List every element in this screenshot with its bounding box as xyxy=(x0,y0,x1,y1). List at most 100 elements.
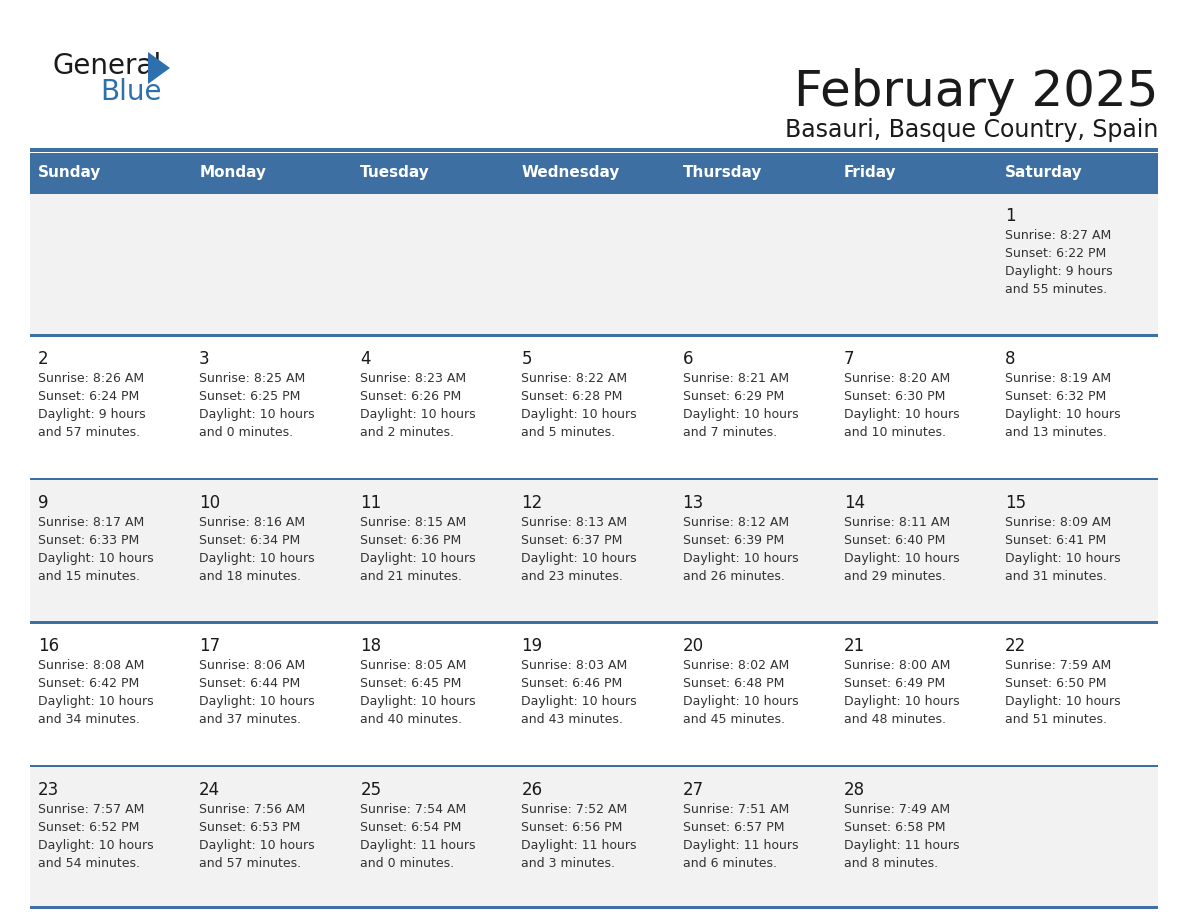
Text: Sunset: 6:57 PM: Sunset: 6:57 PM xyxy=(683,821,784,834)
Text: 20: 20 xyxy=(683,637,703,655)
Text: Daylight: 10 hours: Daylight: 10 hours xyxy=(38,695,153,708)
Bar xyxy=(30,334,1158,337)
Text: Sunrise: 8:03 AM: Sunrise: 8:03 AM xyxy=(522,659,627,672)
Text: Daylight: 11 hours: Daylight: 11 hours xyxy=(522,839,637,852)
Text: and 29 minutes.: and 29 minutes. xyxy=(843,570,946,583)
Text: and 54 minutes.: and 54 minutes. xyxy=(38,856,140,869)
Text: 15: 15 xyxy=(1005,494,1026,512)
Text: Daylight: 10 hours: Daylight: 10 hours xyxy=(360,552,476,565)
Bar xyxy=(30,191,1158,334)
Text: Daylight: 11 hours: Daylight: 11 hours xyxy=(843,839,959,852)
Text: Daylight: 10 hours: Daylight: 10 hours xyxy=(683,695,798,708)
Text: Sunset: 6:33 PM: Sunset: 6:33 PM xyxy=(38,533,139,547)
Text: Sunset: 6:44 PM: Sunset: 6:44 PM xyxy=(200,677,301,690)
Text: and 51 minutes.: and 51 minutes. xyxy=(1005,713,1107,726)
Text: Sunset: 6:41 PM: Sunset: 6:41 PM xyxy=(1005,533,1106,547)
Text: Sunrise: 8:09 AM: Sunrise: 8:09 AM xyxy=(1005,516,1111,529)
Text: Daylight: 10 hours: Daylight: 10 hours xyxy=(1005,409,1120,421)
Text: 27: 27 xyxy=(683,780,703,799)
Text: 4: 4 xyxy=(360,351,371,368)
Text: 1: 1 xyxy=(1005,207,1016,225)
Text: and 23 minutes.: and 23 minutes. xyxy=(522,570,624,583)
Text: Daylight: 10 hours: Daylight: 10 hours xyxy=(843,409,960,421)
Text: and 57 minutes.: and 57 minutes. xyxy=(200,856,302,869)
Text: 25: 25 xyxy=(360,780,381,799)
Text: 26: 26 xyxy=(522,780,543,799)
Text: Sunrise: 7:59 AM: Sunrise: 7:59 AM xyxy=(1005,659,1111,672)
Text: Daylight: 10 hours: Daylight: 10 hours xyxy=(360,695,476,708)
Text: and 15 minutes.: and 15 minutes. xyxy=(38,570,140,583)
Text: Daylight: 10 hours: Daylight: 10 hours xyxy=(200,552,315,565)
Text: Sunrise: 8:00 AM: Sunrise: 8:00 AM xyxy=(843,659,950,672)
Text: General: General xyxy=(52,52,162,80)
Text: Monday: Monday xyxy=(200,164,266,180)
Text: 16: 16 xyxy=(38,637,59,655)
Text: February 2025: February 2025 xyxy=(794,68,1158,116)
Text: and 8 minutes.: and 8 minutes. xyxy=(843,856,937,869)
Text: 3: 3 xyxy=(200,351,210,368)
Bar xyxy=(30,191,1158,194)
Text: 11: 11 xyxy=(360,494,381,512)
Text: Sunrise: 8:27 AM: Sunrise: 8:27 AM xyxy=(1005,229,1111,242)
Text: Saturday: Saturday xyxy=(1005,164,1082,180)
Text: and 21 minutes.: and 21 minutes. xyxy=(360,570,462,583)
Text: Daylight: 10 hours: Daylight: 10 hours xyxy=(522,695,637,708)
Text: Sunset: 6:25 PM: Sunset: 6:25 PM xyxy=(200,390,301,403)
Text: and 34 minutes.: and 34 minutes. xyxy=(38,713,140,726)
Bar xyxy=(30,477,1158,480)
Text: 22: 22 xyxy=(1005,637,1026,655)
Text: Daylight: 10 hours: Daylight: 10 hours xyxy=(683,552,798,565)
Text: Sunset: 6:40 PM: Sunset: 6:40 PM xyxy=(843,533,946,547)
Text: Sunset: 6:49 PM: Sunset: 6:49 PM xyxy=(843,677,944,690)
Bar xyxy=(30,148,1158,152)
Bar xyxy=(30,765,1158,908)
Text: Sunset: 6:29 PM: Sunset: 6:29 PM xyxy=(683,390,784,403)
Text: 23: 23 xyxy=(38,780,59,799)
Text: and 0 minutes.: and 0 minutes. xyxy=(200,426,293,440)
Text: and 26 minutes.: and 26 minutes. xyxy=(683,570,784,583)
Text: Sunset: 6:32 PM: Sunset: 6:32 PM xyxy=(1005,390,1106,403)
Text: and 48 minutes.: and 48 minutes. xyxy=(843,713,946,726)
Text: Sunset: 6:56 PM: Sunset: 6:56 PM xyxy=(522,821,623,834)
Text: 8: 8 xyxy=(1005,351,1016,368)
Text: Daylight: 10 hours: Daylight: 10 hours xyxy=(843,552,960,565)
Text: Daylight: 10 hours: Daylight: 10 hours xyxy=(522,409,637,421)
Text: 14: 14 xyxy=(843,494,865,512)
Text: Sunset: 6:28 PM: Sunset: 6:28 PM xyxy=(522,390,623,403)
Text: 24: 24 xyxy=(200,780,220,799)
Text: Sunset: 6:24 PM: Sunset: 6:24 PM xyxy=(38,390,139,403)
Text: Daylight: 10 hours: Daylight: 10 hours xyxy=(200,409,315,421)
Text: Sunset: 6:22 PM: Sunset: 6:22 PM xyxy=(1005,247,1106,260)
Text: Sunrise: 8:05 AM: Sunrise: 8:05 AM xyxy=(360,659,467,672)
Text: Sunset: 6:39 PM: Sunset: 6:39 PM xyxy=(683,533,784,547)
Text: Daylight: 10 hours: Daylight: 10 hours xyxy=(360,409,476,421)
Text: Thursday: Thursday xyxy=(683,164,762,180)
Text: Daylight: 10 hours: Daylight: 10 hours xyxy=(38,839,153,852)
Text: Tuesday: Tuesday xyxy=(360,164,430,180)
Text: and 7 minutes.: and 7 minutes. xyxy=(683,426,777,440)
Text: 10: 10 xyxy=(200,494,220,512)
Text: Sunset: 6:53 PM: Sunset: 6:53 PM xyxy=(200,821,301,834)
Text: Blue: Blue xyxy=(100,78,162,106)
Text: Daylight: 9 hours: Daylight: 9 hours xyxy=(38,409,146,421)
Text: Daylight: 10 hours: Daylight: 10 hours xyxy=(683,409,798,421)
Text: Friday: Friday xyxy=(843,164,896,180)
Text: and 13 minutes.: and 13 minutes. xyxy=(1005,426,1107,440)
Text: Sunrise: 8:02 AM: Sunrise: 8:02 AM xyxy=(683,659,789,672)
Text: Sunset: 6:34 PM: Sunset: 6:34 PM xyxy=(200,533,301,547)
Text: Sunset: 6:58 PM: Sunset: 6:58 PM xyxy=(843,821,946,834)
Text: Sunrise: 7:49 AM: Sunrise: 7:49 AM xyxy=(843,802,950,815)
Bar xyxy=(30,621,1158,765)
Text: Basauri, Basque Country, Spain: Basauri, Basque Country, Spain xyxy=(784,118,1158,142)
Text: Sunrise: 8:23 AM: Sunrise: 8:23 AM xyxy=(360,373,467,386)
Text: Daylight: 10 hours: Daylight: 10 hours xyxy=(1005,552,1120,565)
Text: Sunset: 6:42 PM: Sunset: 6:42 PM xyxy=(38,677,139,690)
Text: Sunrise: 7:52 AM: Sunrise: 7:52 AM xyxy=(522,802,627,815)
Text: Sunset: 6:30 PM: Sunset: 6:30 PM xyxy=(843,390,946,403)
Text: Sunset: 6:50 PM: Sunset: 6:50 PM xyxy=(1005,677,1106,690)
Text: Sunset: 6:45 PM: Sunset: 6:45 PM xyxy=(360,677,462,690)
Text: Sunrise: 8:22 AM: Sunrise: 8:22 AM xyxy=(522,373,627,386)
Text: Sunrise: 8:25 AM: Sunrise: 8:25 AM xyxy=(200,373,305,386)
Text: Sunrise: 7:51 AM: Sunrise: 7:51 AM xyxy=(683,802,789,815)
Text: Sunset: 6:36 PM: Sunset: 6:36 PM xyxy=(360,533,461,547)
